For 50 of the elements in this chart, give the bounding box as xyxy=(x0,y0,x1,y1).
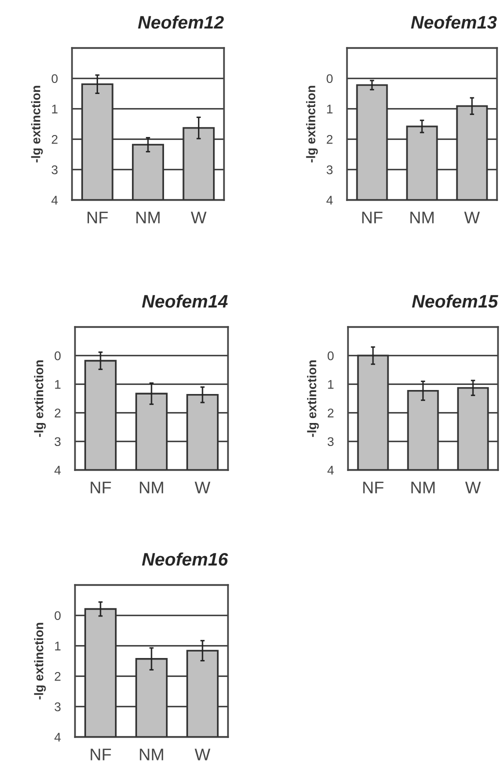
y-axis-title: -lg extinction xyxy=(31,86,43,162)
y-tick-label: 2 xyxy=(326,135,332,144)
y-tick-label: 4 xyxy=(326,196,333,205)
y-tick-label: 2 xyxy=(52,135,58,144)
x-tick-label: NF xyxy=(90,482,111,494)
y-tick-label: 2 xyxy=(54,672,60,681)
chart-title: Neofem14 xyxy=(142,294,228,308)
y-tick-label: 1 xyxy=(328,380,334,389)
x-tick-label: W xyxy=(190,212,206,224)
y-tick-label: 3 xyxy=(52,165,58,174)
y-tick-label: 4 xyxy=(54,466,61,475)
y-tick-label: 3 xyxy=(328,437,334,446)
y-tick-label: 2 xyxy=(328,408,334,418)
y-axis-title: -lg extinction xyxy=(34,622,46,700)
y-tick-label: 4 xyxy=(327,466,334,475)
y-tick-label: 1 xyxy=(55,380,60,389)
y-tick-label: 3 xyxy=(326,165,333,174)
chart-title: Neofem15 xyxy=(412,294,498,308)
y-axis-title: -lg extinction xyxy=(307,360,319,437)
y-tick-label: 3 xyxy=(54,437,61,446)
y-tick-label: 4 xyxy=(54,732,61,742)
x-tick-label: W xyxy=(194,482,210,494)
y-tick-label: 1 xyxy=(52,104,58,114)
y-tick-label: 0 xyxy=(328,351,334,360)
x-tick-label: W xyxy=(464,212,480,224)
x-tick-label: NM xyxy=(411,482,435,494)
chart-title: Neofem13 xyxy=(411,15,497,29)
x-tick-label: W xyxy=(465,482,481,494)
x-tick-label: NF xyxy=(362,212,382,224)
x-tick-label: NM xyxy=(140,482,164,494)
y-axis-title: -lg extinction xyxy=(34,360,46,437)
x-tick-label: NF xyxy=(363,482,384,494)
y-tick-label: 2 xyxy=(54,408,60,418)
y-tick-label: 0 xyxy=(52,74,58,84)
y-tick-label: 0 xyxy=(54,351,61,360)
x-tick-label: NM xyxy=(410,212,434,224)
x-tick-label: NF xyxy=(90,748,111,760)
x-tick-label: NM xyxy=(136,212,160,224)
x-tick-label: W xyxy=(194,748,210,760)
y-tick-label: 0 xyxy=(54,611,61,620)
y-tick-label: 1 xyxy=(327,104,332,114)
y-tick-label: 1 xyxy=(55,642,60,650)
x-tick-label: NM xyxy=(140,748,164,760)
chart-title: Neofem12 xyxy=(138,15,224,29)
y-tick-label: 0 xyxy=(326,74,333,84)
chart-title: Neofem16 xyxy=(142,552,228,566)
x-tick-label: NF xyxy=(88,212,108,224)
y-axis-title: -lg extinction xyxy=(306,86,318,162)
y-tick-label: 3 xyxy=(54,702,61,712)
y-tick-label: 4 xyxy=(51,196,58,205)
